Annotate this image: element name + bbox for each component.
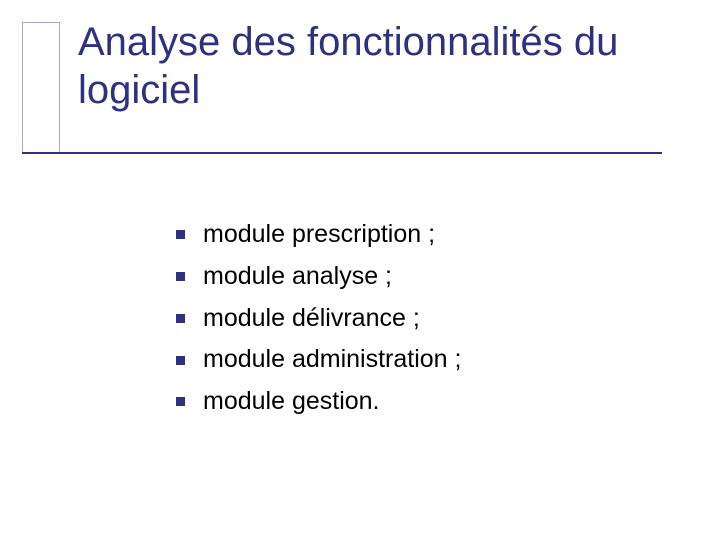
list-item-text: module administration ; <box>203 343 461 377</box>
list-item-text: module délivrance ; <box>203 302 420 336</box>
decorative-corner-box <box>22 22 60 154</box>
list-item: module administration ; <box>176 343 461 377</box>
bullet-list: module prescription ; module analyse ; m… <box>176 218 461 427</box>
list-item-text: module prescription ; <box>203 218 435 252</box>
list-item-text: module gestion. <box>203 385 380 419</box>
list-item: module analyse ; <box>176 260 461 294</box>
title-underline-rule <box>22 152 662 154</box>
square-bullet-icon <box>176 272 185 281</box>
list-item-text: module analyse ; <box>203 260 392 294</box>
slide: Analyse des fonctionnalités du logiciel … <box>0 0 720 540</box>
slide-title: Analyse des fonctionnalités du logiciel <box>78 18 712 114</box>
list-item: module délivrance ; <box>176 302 461 336</box>
list-item: module prescription ; <box>176 218 461 252</box>
list-item: module gestion. <box>176 385 461 419</box>
square-bullet-icon <box>176 356 185 365</box>
square-bullet-icon <box>176 397 185 406</box>
square-bullet-icon <box>176 230 185 239</box>
square-bullet-icon <box>176 314 185 323</box>
